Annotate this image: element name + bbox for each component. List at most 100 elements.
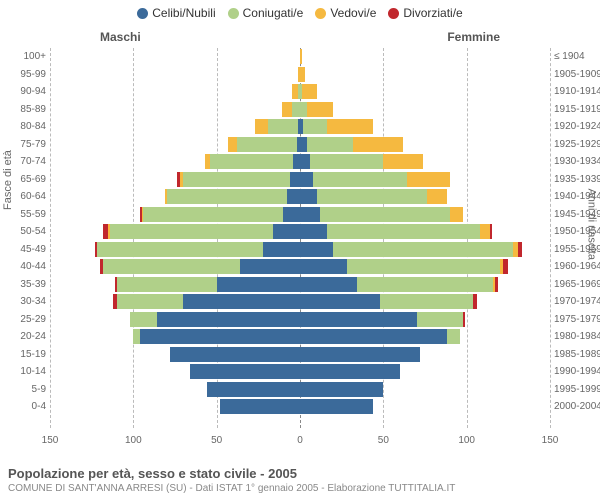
age-label: 55-59 <box>2 206 46 223</box>
bar-segment <box>282 102 292 117</box>
bar-segment <box>320 207 450 222</box>
age-row: 15-191985-1989 <box>50 346 550 364</box>
age-label: 70-74 <box>2 153 46 170</box>
bar-segment <box>117 277 217 292</box>
bar-segment <box>287 189 300 204</box>
bar-female <box>300 399 373 414</box>
bar-segment <box>255 119 268 134</box>
age-label: 75-79 <box>2 136 46 153</box>
bar-segment <box>300 49 302 64</box>
footer: Popolazione per età, sesso e stato civil… <box>8 466 455 494</box>
bar-segment <box>450 207 463 222</box>
age-row: 85-891915-1919 <box>50 101 550 119</box>
bar-segment <box>380 294 473 309</box>
bar-segment <box>240 259 300 274</box>
bar-segment <box>157 312 300 327</box>
bar-segment <box>518 242 521 257</box>
bar-segment <box>503 259 508 274</box>
bar-female <box>300 277 498 292</box>
birth-label: 1945-1949 <box>554 206 600 223</box>
legend-item: Vedovi/e <box>315 6 376 20</box>
x-tick-label: 50 <box>378 435 389 446</box>
age-label: 10-14 <box>2 363 46 380</box>
bar-segment <box>317 189 427 204</box>
bar-female <box>300 294 477 309</box>
bar-female <box>300 382 383 397</box>
birth-label: 1955-1959 <box>554 241 600 258</box>
legend-label: Celibi/Nubili <box>152 6 215 20</box>
bar-segment <box>300 137 307 152</box>
bar-segment <box>417 312 464 327</box>
bar-female <box>300 364 400 379</box>
bar-segment <box>273 224 300 239</box>
bar-female <box>300 84 317 99</box>
bar-segment <box>300 67 305 82</box>
age-label: 35-39 <box>2 276 46 293</box>
bar-segment <box>427 189 447 204</box>
bar-segment <box>490 224 492 239</box>
birth-label: 2000-2004 <box>554 398 600 415</box>
bar-segment <box>357 277 494 292</box>
birth-label: 1960-1964 <box>554 258 600 275</box>
bar-segment <box>327 119 374 134</box>
bar-segment <box>283 207 300 222</box>
bar-male <box>220 399 300 414</box>
bar-segment <box>300 294 380 309</box>
bar-male <box>130 312 300 327</box>
bar-female <box>300 312 465 327</box>
age-label: 80-84 <box>2 118 46 135</box>
bar-male <box>207 382 300 397</box>
age-label: 100+ <box>2 48 46 65</box>
header-male: Maschi <box>100 30 141 44</box>
age-row: 60-641940-1944 <box>50 188 550 206</box>
age-label: 15-19 <box>2 346 46 363</box>
bar-segment <box>210 154 293 169</box>
bar-segment <box>300 399 373 414</box>
bar-female <box>300 224 492 239</box>
age-row: 0-42000-2004 <box>50 398 550 416</box>
x-tick-label: 150 <box>542 435 559 446</box>
bar-segment <box>300 154 310 169</box>
bar-segment <box>300 382 383 397</box>
birth-label: 1910-1914 <box>554 83 600 100</box>
bar-segment <box>313 172 406 187</box>
bar-segment <box>307 102 334 117</box>
age-row: 35-391965-1969 <box>50 276 550 294</box>
age-label: 95-99 <box>2 66 46 83</box>
birth-label: 1985-1989 <box>554 346 600 363</box>
bar-female <box>300 207 463 222</box>
bar-segment <box>300 242 333 257</box>
x-tick-label: 100 <box>458 435 475 446</box>
age-label: 25-29 <box>2 311 46 328</box>
age-row: 30-341970-1974 <box>50 293 550 311</box>
bar-female <box>300 329 460 344</box>
bar-segment <box>300 224 327 239</box>
bar-male <box>292 84 300 99</box>
birth-label: 1920-1924 <box>554 118 600 135</box>
bar-segment <box>237 137 297 152</box>
bar-segment <box>207 382 300 397</box>
bar-segment <box>97 242 264 257</box>
age-row: 70-741930-1934 <box>50 153 550 171</box>
chart-area: 15010050050100150100+≤ 190495-991905-190… <box>50 48 550 428</box>
bar-segment <box>183 294 300 309</box>
bar-segment <box>383 154 423 169</box>
bar-segment <box>133 329 140 344</box>
bar-segment <box>268 119 298 134</box>
x-tick-label: 50 <box>211 435 222 446</box>
bar-segment <box>293 154 300 169</box>
footer-title: Popolazione per età, sesso e stato civil… <box>8 466 455 481</box>
bar-segment <box>167 189 287 204</box>
age-label: 20-24 <box>2 328 46 345</box>
bar-segment <box>300 102 307 117</box>
bar-male <box>228 137 300 152</box>
bar-female <box>300 259 508 274</box>
bar-male <box>103 224 300 239</box>
age-label: 90-94 <box>2 83 46 100</box>
bar-segment <box>300 329 447 344</box>
bar-segment <box>103 259 240 274</box>
x-tick-label: 100 <box>125 435 142 446</box>
age-label: 85-89 <box>2 101 46 118</box>
bar-segment <box>290 172 300 187</box>
age-row: 75-791925-1929 <box>50 136 550 154</box>
